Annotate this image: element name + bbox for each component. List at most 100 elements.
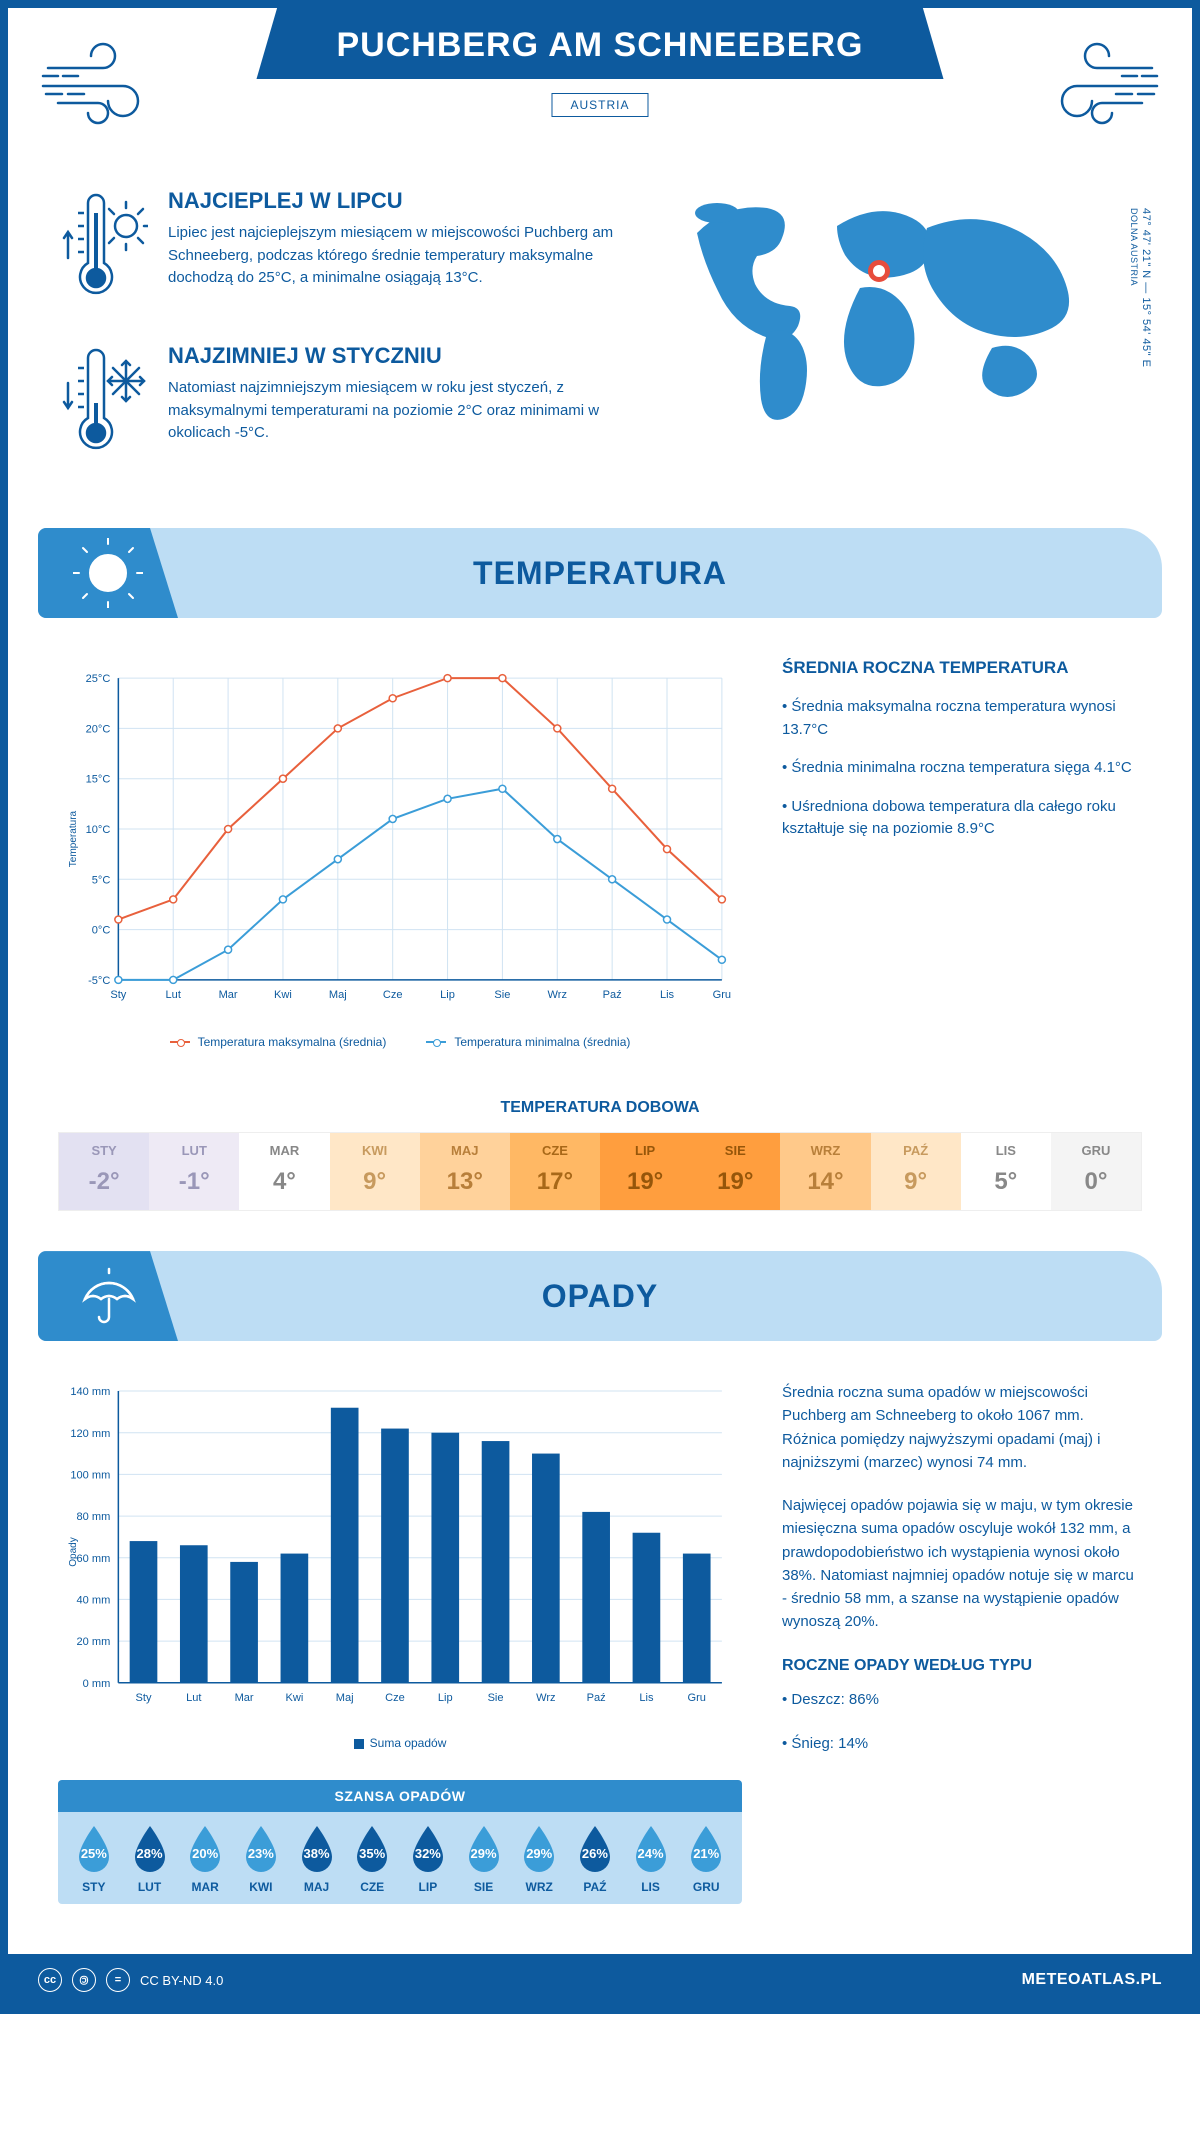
raindrop-icon: 29% [518,1824,560,1874]
license-text: CC BY-ND 4.0 [140,1973,223,1988]
by-icon: 🄯 [72,1968,96,1992]
chance-cell: 24% LIS [623,1824,679,1894]
svg-text:Lip: Lip [438,1692,453,1704]
chance-cell: 23% KWI [233,1824,289,1894]
chance-cell: 32% LIP [400,1824,456,1894]
svg-text:Gru: Gru [713,989,731,1001]
cc-icon: cc [38,1968,62,1992]
svg-text:Lut: Lut [166,989,181,1001]
coldest-block: NAJZIMNIEJ W STYCZNIU Natomiast najzimni… [58,343,622,468]
nd-icon: = [106,1968,130,1992]
svg-text:100 mm: 100 mm [70,1470,110,1482]
section-precipitation: OPADY [38,1251,1162,1341]
svg-text:Paź: Paź [603,989,622,1001]
daily-temp-cell: SIE19° [690,1133,780,1210]
svg-text:15°C: 15°C [86,774,111,786]
title-banner: PUCHBERG AM SCHNEEBERG [256,8,943,79]
daily-temp-cell: LIS5° [961,1133,1051,1210]
raindrop-icon: 38% [296,1824,338,1874]
sun-icon [38,528,178,618]
raindrop-icon: 35% [351,1824,393,1874]
chance-cell: 28% LUT [122,1824,178,1894]
svg-text:Sie: Sie [488,1692,504,1704]
svg-text:Cze: Cze [385,1692,405,1704]
world-map-svg [662,188,1082,428]
legend-max: Temperatura maksymalna (średnia) [170,1035,387,1049]
daily-temp-table: STY-2°LUT-1°MAR4°KWI9°MAJ13°CZE17°LIP19°… [58,1132,1142,1211]
page-title: PUCHBERG AM SCHNEEBERG [336,26,863,65]
svg-text:Paź: Paź [587,1692,606,1704]
daily-temp-cell: KWI9° [330,1133,420,1210]
svg-text:Wrz: Wrz [548,989,567,1001]
chance-cell: 20% MAR [177,1824,233,1894]
svg-text:Temperatura: Temperatura [68,810,79,867]
header: PUCHBERG AM SCHNEEBERG AUSTRIA [8,8,1192,188]
svg-text:60 mm: 60 mm [77,1553,111,1565]
daily-temp-cell: PAŹ9° [871,1133,961,1210]
daily-temp-cell: WRZ14° [780,1133,870,1210]
thermometer-hot-icon [58,188,148,313]
svg-text:Kwi: Kwi [274,989,292,1001]
svg-text:20 mm: 20 mm [77,1636,111,1648]
svg-text:Mar: Mar [235,1692,254,1704]
site-name: METEOATLAS.PL [1022,1971,1162,1989]
raindrop-icon: 21% [685,1824,727,1874]
daily-temp-title: TEMPERATURA DOBOWA [8,1099,1192,1117]
svg-text:Lip: Lip [440,989,455,1001]
svg-text:Cze: Cze [383,989,403,1001]
svg-text:10°C: 10°C [86,824,111,836]
raindrop-icon: 23% [240,1824,282,1874]
daily-temp-cell: CZE17° [510,1133,600,1210]
coldest-title: NAJZIMNIEJ W STYCZNIU [168,343,622,369]
section-title: TEMPERATURA [178,555,1162,592]
raindrop-icon: 26% [574,1824,616,1874]
svg-text:Sie: Sie [494,989,510,1001]
svg-text:Lis: Lis [639,1692,654,1704]
svg-text:140 mm: 140 mm [70,1386,110,1398]
thermometer-cold-icon [58,343,148,468]
svg-text:80 mm: 80 mm [77,1511,111,1523]
umbrella-icon [38,1251,178,1341]
warmest-title: NAJCIEPLEJ W LIPCU [168,188,622,214]
svg-text:Lis: Lis [660,989,675,1001]
warmest-text: Lipiec jest najcieplejszym miesiącem w m… [168,222,622,290]
coordinates: 47° 47' 21" N — 15° 54' 45" E DOLNA AUST… [1128,208,1152,367]
svg-text:5°C: 5°C [92,874,111,886]
raindrop-icon: 20% [184,1824,226,1874]
svg-text:Lut: Lut [186,1692,201,1704]
coldest-text: Natomiast najzimniejszym miesiącem w rok… [168,377,622,445]
raindrop-icon: 29% [463,1824,505,1874]
svg-text:25°C: 25°C [86,673,111,685]
section-title: OPADY [178,1278,1162,1315]
svg-text:40 mm: 40 mm [77,1595,111,1607]
svg-text:20°C: 20°C [86,723,111,735]
svg-text:Gru: Gru [688,1692,706,1704]
svg-text:Mar: Mar [219,989,238,1001]
precipitation-chart: 0 mm 20 mm 40 mm 60 mm 80 mm 100 mm 120 mm 140 … [58,1381,742,1750]
country-label: AUSTRIA [551,93,648,117]
precipitation-text: Średnia roczna suma opadów w miejscowośc… [782,1381,1142,1904]
svg-text:120 mm: 120 mm [70,1428,110,1440]
svg-text:Maj: Maj [329,989,347,1001]
svg-text:0°C: 0°C [92,925,111,937]
daily-temp-cell: STY-2° [59,1133,149,1210]
temperature-chart: -5°C0°C5°C10°C15°C20°C25°CStyLutMarKwiMa… [58,658,742,1049]
daily-temp-cell: MAR4° [239,1133,329,1210]
chance-cell: 29% SIE [456,1824,512,1894]
svg-text:0 mm: 0 mm [83,1678,111,1690]
temperature-summary: ŚREDNIA ROCZNA TEMPERATURA • Średnia mak… [782,658,1142,1049]
svg-text:Wrz: Wrz [536,1692,555,1704]
svg-text:Sty: Sty [110,989,126,1001]
svg-text:Opady: Opady [68,1537,79,1567]
svg-text:Maj: Maj [336,1692,354,1704]
chance-cell: 21% GRU [678,1824,734,1894]
chance-cell: 25% STY [66,1824,122,1894]
footer: cc 🄯 = CC BY-ND 4.0 METEOATLAS.PL [8,1954,1192,2006]
svg-text:Kwi: Kwi [285,1692,303,1704]
daily-temp-cell: GRU0° [1051,1133,1141,1210]
daily-temp-cell: MAJ13° [420,1133,510,1210]
warmest-block: NAJCIEPLEJ W LIPCU Lipiec jest najcieple… [58,188,622,313]
chance-cell: 26% PAŹ [567,1824,623,1894]
map-marker-icon [868,260,890,282]
daily-temp-cell: LUT-1° [149,1133,239,1210]
